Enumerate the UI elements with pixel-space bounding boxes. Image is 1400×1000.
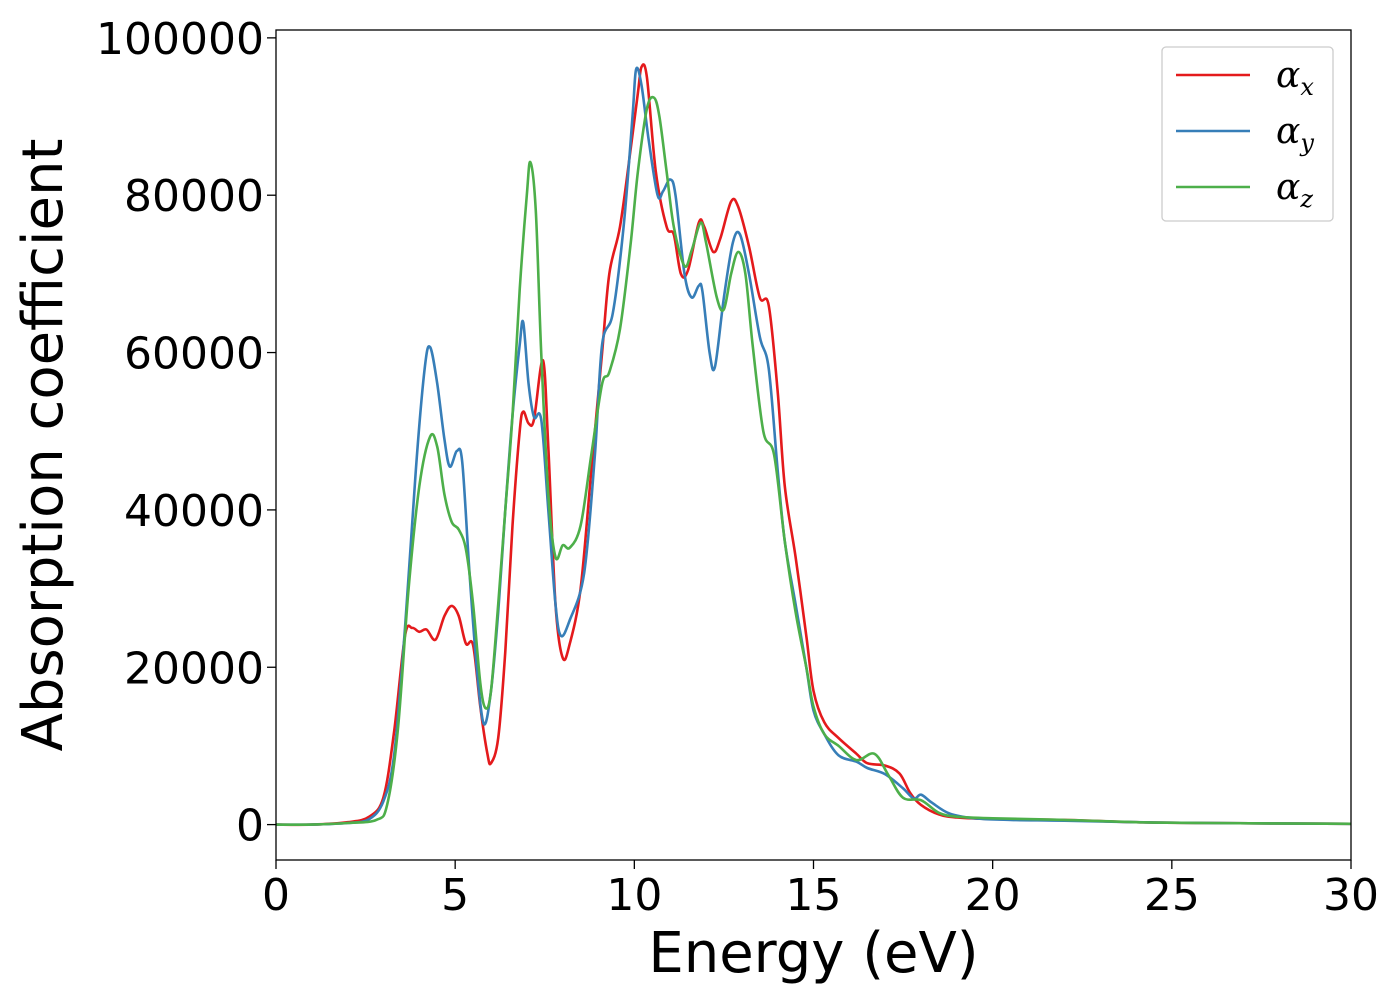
y-tick-label: 100000 (96, 14, 264, 65)
x-tick-label: 20 (965, 870, 1021, 921)
y-tick-label: 0 (236, 801, 264, 852)
series-layer (276, 63, 1351, 827)
y-tick-label: 60000 (124, 329, 264, 380)
legend-label-x: αx (1276, 55, 1314, 101)
series-line-z (276, 95, 1351, 827)
x-tick-label: 15 (786, 870, 842, 921)
x-tick-label: 30 (1323, 870, 1379, 921)
legend: αx αy αz (1161, 46, 1334, 222)
y-tick-label: 40000 (124, 486, 264, 537)
x-tick-label: 25 (1144, 870, 1200, 921)
x-tick-label: 0 (262, 870, 290, 921)
series-line-y (276, 66, 1351, 827)
y-tick-label: 80000 (124, 171, 264, 222)
y-axis-label: Absorption coefficient (11, 139, 76, 752)
legend-subscript: y (1299, 129, 1314, 157)
x-axis-label: Energy (eV) (648, 921, 978, 986)
legend-label-y: αy (1276, 111, 1314, 157)
legend-subscript: z (1299, 185, 1313, 213)
x-tick-label: 10 (606, 870, 662, 921)
y-axis-ticks: 0 20000 40000 60000 80000 100000 (96, 14, 276, 852)
y-tick-label: 20000 (124, 643, 264, 694)
legend-subscript: x (1300, 73, 1314, 101)
legend-label-z: αz (1276, 167, 1313, 213)
x-tick-label: 5 (441, 870, 469, 921)
legend-box (1161, 46, 1334, 222)
x-axis-ticks: 0 5 10 15 20 25 30 (262, 860, 1379, 921)
